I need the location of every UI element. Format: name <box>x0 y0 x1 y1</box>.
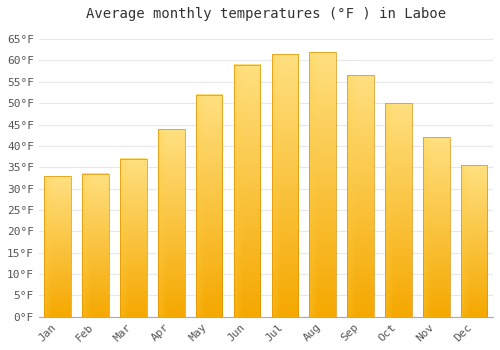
Bar <box>348 75 374 317</box>
Bar <box>423 137 450 317</box>
Bar <box>310 52 336 317</box>
Bar <box>44 176 71 317</box>
Bar <box>234 65 260 317</box>
Bar <box>120 159 146 317</box>
Title: Average monthly temperatures (°F ) in Laboe: Average monthly temperatures (°F ) in La… <box>86 7 446 21</box>
Bar <box>385 103 411 317</box>
Bar <box>196 94 222 317</box>
Bar <box>272 54 298 317</box>
Bar <box>461 165 487 317</box>
Bar <box>158 129 184 317</box>
Bar <box>82 174 109 317</box>
